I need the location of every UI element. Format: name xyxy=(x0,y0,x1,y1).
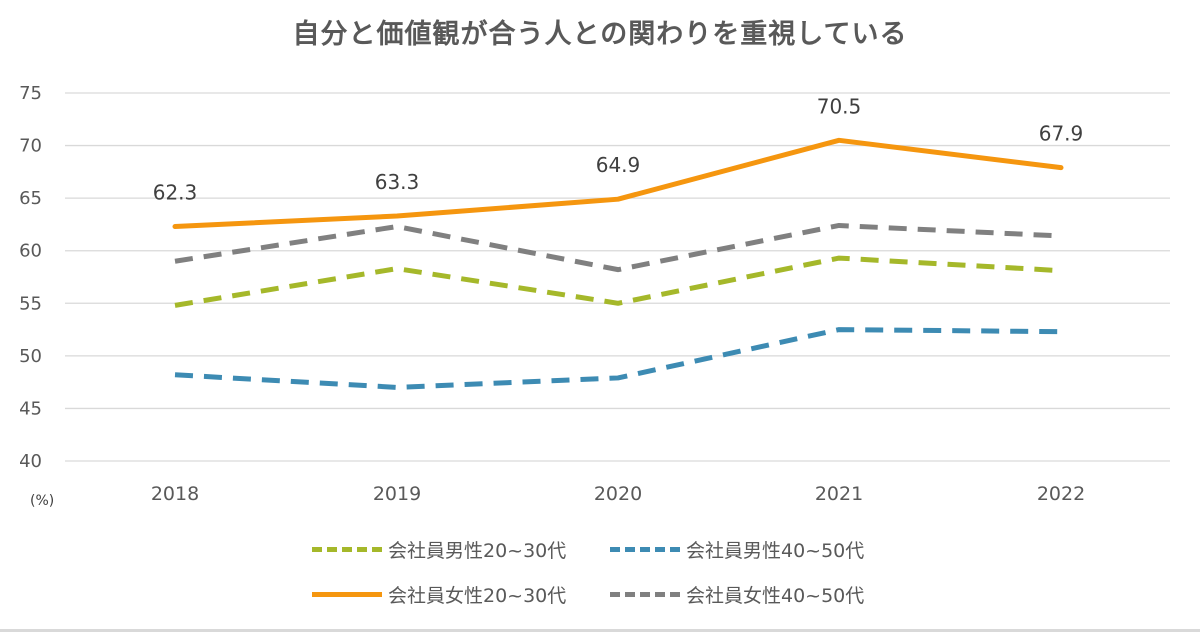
data-label: 70.5 xyxy=(817,94,862,118)
y-tick-label: 65 xyxy=(19,188,42,209)
y-tick-label: 40 xyxy=(19,451,42,472)
data-label: 63.3 xyxy=(375,170,420,194)
x-tick-label: 2020 xyxy=(594,483,642,505)
x-tick-label: 2018 xyxy=(151,483,199,505)
y-tick-label: 45 xyxy=(19,398,42,419)
x-axis-tick-labels: 2018 2019 2020 2021 2022 xyxy=(151,483,1085,505)
x-tick-label: 2022 xyxy=(1037,483,1085,505)
y-tick-label: 55 xyxy=(19,293,42,314)
series-line xyxy=(174,255,1062,308)
series-lines xyxy=(172,137,1064,390)
data-label: 62.3 xyxy=(153,181,198,205)
gridlines xyxy=(65,92,1170,462)
y-tick-label: 75 xyxy=(19,83,42,104)
series-line xyxy=(174,327,1062,390)
x-tick-label: 2019 xyxy=(373,483,421,505)
x-tick-label: 2021 xyxy=(815,483,863,505)
data-labels: 62.3 63.3 64.9 70.5 67.9 xyxy=(153,94,1084,204)
y-axis-unit-label: (%) xyxy=(30,493,55,509)
chart-title: 自分と価値観が合う人との関わりを重視している xyxy=(292,19,908,50)
data-label: 64.9 xyxy=(596,153,641,177)
data-label: 67.9 xyxy=(1039,122,1084,146)
y-tick-label: 60 xyxy=(19,241,42,262)
series-line xyxy=(172,137,1064,230)
y-tick-label: 50 xyxy=(19,346,42,367)
series-line xyxy=(174,222,1062,273)
bottom-divider xyxy=(0,629,1200,632)
y-tick-label: 70 xyxy=(19,136,42,157)
y-axis-tick-labels: 40 45 50 55 60 65 70 75 xyxy=(19,83,42,472)
